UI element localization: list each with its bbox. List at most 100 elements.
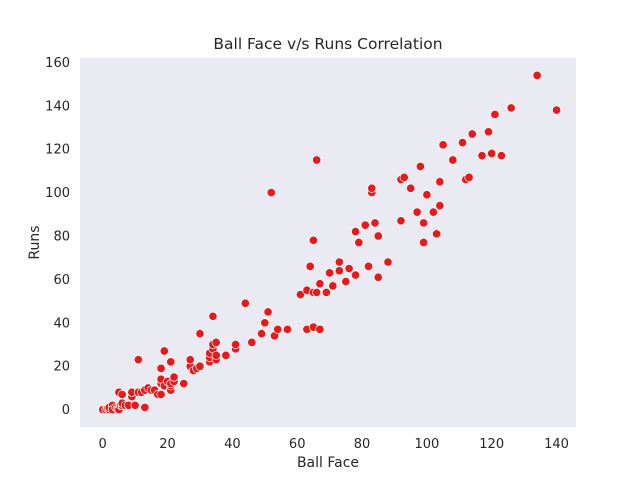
y-tick-label: 0 (62, 403, 70, 418)
data-point (532, 70, 542, 80)
data-point (490, 109, 500, 119)
y-tick-label: 80 (53, 229, 70, 244)
data-point (351, 227, 361, 237)
data-point (383, 257, 393, 267)
x-tick-label: 120 (479, 437, 504, 452)
data-point (334, 266, 344, 276)
data-point (373, 272, 383, 282)
data-point (428, 207, 438, 217)
x-tick-label: 60 (289, 437, 306, 452)
x-tick-label: 0 (99, 437, 107, 452)
data-point (211, 350, 221, 360)
plot-area (80, 58, 576, 427)
data-point (266, 188, 276, 198)
data-point (464, 172, 474, 182)
data-point (185, 355, 195, 365)
data-point (477, 151, 487, 161)
x-tick-label: 100 (414, 437, 439, 452)
data-point (195, 329, 205, 339)
data-point (305, 261, 315, 271)
y-axis-label: Runs (27, 225, 43, 259)
data-point (159, 346, 169, 356)
y-tick-label: 140 (45, 99, 70, 114)
data-point (373, 231, 383, 241)
data-point (344, 263, 354, 274)
data-point (415, 161, 425, 172)
data-point (396, 216, 406, 226)
data-point (325, 268, 335, 278)
data-point (169, 372, 179, 382)
data-point (496, 151, 506, 161)
data-point (419, 218, 429, 228)
x-axis-label: Ball Face (297, 455, 359, 471)
x-tick-label: 40 (224, 437, 241, 452)
data-point (156, 363, 166, 373)
data-point (140, 402, 150, 413)
data-point (282, 324, 293, 334)
data-point (221, 350, 231, 360)
data-point (208, 311, 218, 321)
data-point (412, 207, 422, 217)
x-tick-label: 80 (354, 437, 371, 452)
data-point (363, 261, 374, 271)
data-point (351, 270, 361, 280)
x-tick-label: 20 (159, 437, 176, 452)
data-point (354, 237, 364, 248)
data-point (367, 183, 377, 193)
data-point (448, 155, 458, 165)
data-point (312, 287, 322, 297)
points-layer (98, 70, 562, 415)
data-point (334, 257, 344, 267)
chart-title: Ball Face v/s Runs Correlation (213, 35, 442, 53)
y-tick-label: 60 (53, 273, 70, 288)
data-point (240, 298, 250, 308)
data-point (315, 324, 325, 334)
data-point (370, 218, 380, 228)
data-point (321, 287, 331, 297)
data-point (117, 389, 127, 399)
data-point (256, 329, 267, 339)
data-point (179, 379, 189, 389)
data-point (308, 235, 318, 245)
data-point (273, 324, 283, 334)
data-point (435, 177, 445, 187)
data-point (406, 183, 416, 193)
data-point (328, 281, 338, 291)
data-point (195, 361, 205, 371)
data-point (467, 129, 477, 139)
data-point (483, 127, 494, 137)
data-point (263, 307, 273, 317)
y-tick-label: 40 (53, 316, 70, 331)
data-point (211, 337, 221, 347)
data-point (315, 279, 325, 289)
data-point (506, 103, 516, 113)
x-tick-label: 140 (544, 437, 569, 452)
y-tick-label: 20 (53, 360, 70, 375)
y-tick-label: 160 (45, 56, 70, 71)
y-tick-labels: 0 20 40 60 80 100 120 140 160 (45, 56, 70, 418)
y-tick-label: 120 (45, 143, 70, 158)
data-point (341, 277, 351, 287)
data-point (487, 148, 497, 159)
data-point (438, 140, 448, 150)
data-point (551, 105, 562, 115)
data-point (247, 337, 257, 347)
data-point (156, 389, 166, 399)
data-point (457, 138, 468, 148)
data-point (419, 237, 429, 248)
data-point (432, 229, 442, 239)
data-point (312, 155, 322, 165)
data-point (435, 201, 445, 211)
y-tick-label: 100 (45, 186, 70, 201)
data-point (295, 290, 305, 300)
data-point (130, 400, 140, 410)
data-point (231, 339, 241, 350)
data-point (399, 172, 409, 182)
x-tick-labels: 0 20 40 60 80 100 120 140 (99, 437, 569, 452)
data-point (166, 357, 176, 367)
data-point (422, 190, 432, 200)
data-point (260, 318, 270, 328)
data-point (133, 355, 143, 365)
